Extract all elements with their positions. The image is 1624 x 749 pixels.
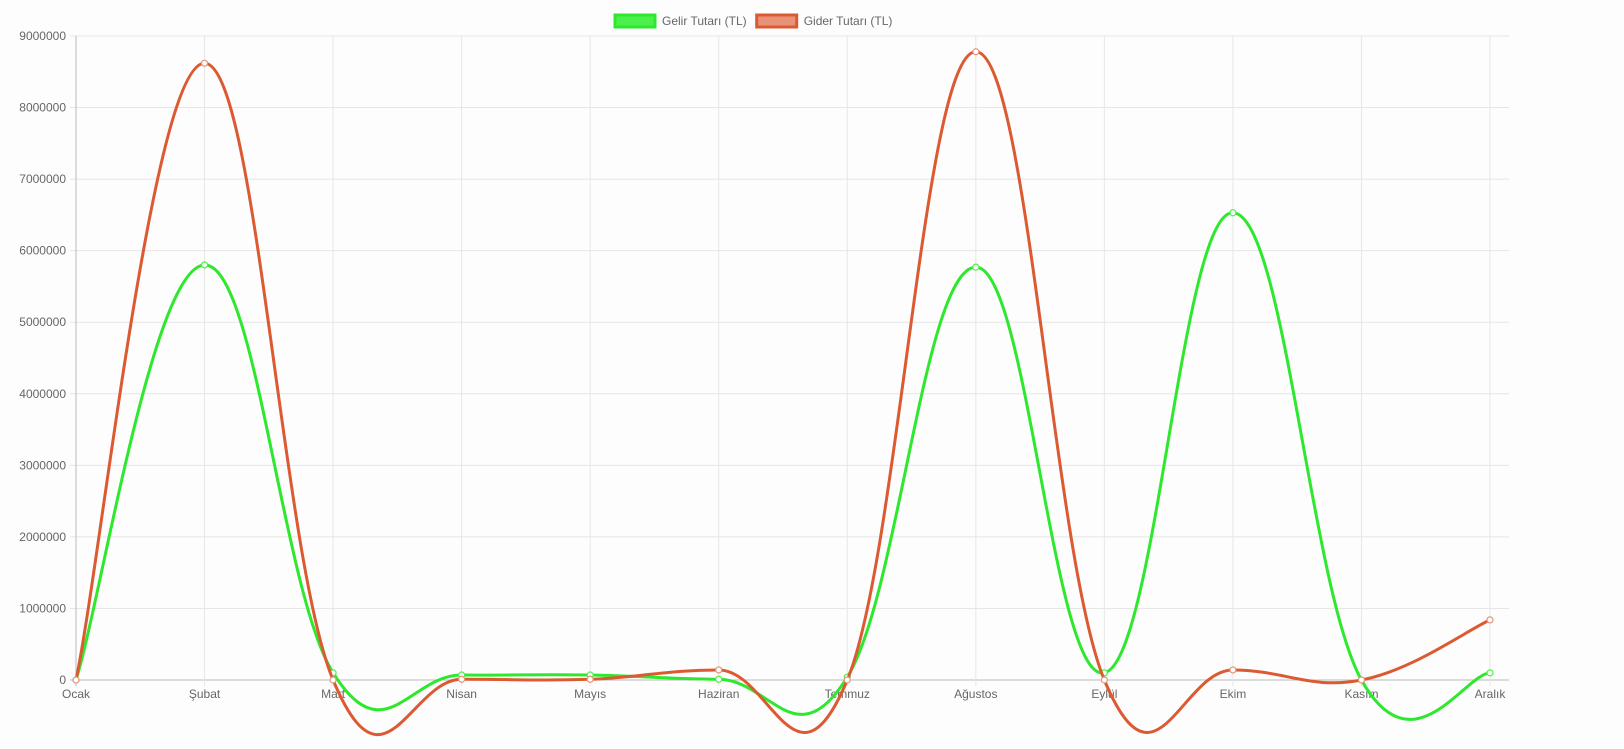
data-point	[1357, 676, 1366, 684]
data-point	[200, 59, 209, 67]
data-point	[1229, 666, 1237, 674]
data-point	[586, 675, 594, 683]
data-point	[1229, 209, 1237, 217]
y-tick-label: 8000000	[19, 101, 66, 115]
data-point	[1100, 676, 1108, 684]
y-tick-label: 5000000	[19, 315, 66, 329]
x-tick-label: Ağustos	[954, 687, 997, 701]
x-tick-label: Kasım	[1344, 687, 1378, 701]
series-line-gelir	[74, 211, 1491, 721]
legend-label: Gelir Tutarı (TL)	[662, 14, 747, 28]
x-tick-label: Ekim	[1220, 687, 1247, 701]
grid	[70, 35, 1509, 686]
data-point	[972, 48, 980, 56]
legend-label: Gider Tutarı (TL)	[804, 14, 893, 28]
legend[interactable]: Gelir Tutarı (TL) Gider Tutarı (TL)	[613, 13, 893, 29]
data-point	[200, 261, 209, 269]
y-tick-label: 7000000	[19, 172, 66, 186]
data-point	[458, 675, 466, 683]
data-point	[1486, 616, 1494, 624]
x-tick-label: Şubat	[189, 687, 221, 701]
y-tick-label: 9000000	[19, 29, 66, 43]
data-point	[329, 676, 337, 684]
x-tick-label: Mayıs	[574, 687, 606, 701]
y-axis: 0 1000000 2000000 3000000 4000000 5000000 6000…	[19, 29, 66, 687]
x-tick-label: Ocak	[62, 687, 91, 701]
x-tick-label: Temmuz	[825, 687, 870, 701]
x-tick-label: Haziran	[698, 687, 739, 701]
data-point	[715, 666, 723, 674]
legend-swatch	[613, 13, 657, 29]
x-axis: Ocak Şubat Mart Nisan Mayıs Haziran Temmuz Ağus…	[62, 687, 1506, 701]
data-point	[72, 676, 80, 684]
series-line-gider	[74, 50, 1491, 737]
legend-swatch	[755, 13, 799, 29]
x-tick-label: Nisan	[446, 687, 477, 701]
data-point	[843, 676, 851, 684]
data-point	[715, 675, 723, 683]
series-lines	[72, 48, 1494, 737]
y-tick-label: 6000000	[19, 244, 66, 258]
y-tick-label: 2000000	[19, 530, 66, 544]
y-tick-label: 0	[59, 673, 66, 687]
x-tick-label: Aralık	[1475, 687, 1507, 701]
y-tick-label: 4000000	[19, 387, 66, 401]
data-point	[1486, 669, 1494, 677]
data-point	[972, 263, 980, 271]
y-tick-label: 3000000	[19, 458, 66, 472]
y-tick-label: 1000000	[19, 601, 66, 615]
